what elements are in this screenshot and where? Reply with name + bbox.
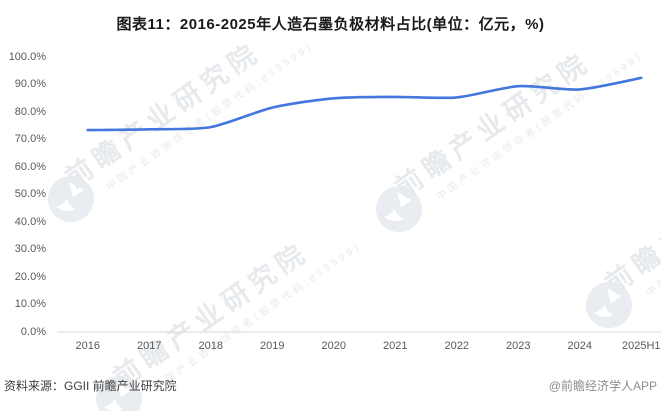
y-axis-tick-label: 90.0% <box>14 78 46 90</box>
y-axis-tick-label: 0.0% <box>20 325 46 338</box>
footer-source: 资料来源：GGII 前瞻产业研究院 <box>4 379 177 393</box>
x-axis-tick-label: 2021 <box>383 340 408 352</box>
x-axis-tick-label: 2019 <box>260 340 285 352</box>
x-axis-tick-label: 2025H1 <box>621 340 661 352</box>
chart-title: 图表11：2016-2025年人造石墨负极材料占比(单位：亿元，%) <box>116 16 545 33</box>
footer-credit: @前瞻经济学人APP <box>548 379 657 393</box>
x-axis-tick-label: 2020 <box>321 340 346 352</box>
y-axis-tick-label: 30.0% <box>14 243 46 255</box>
y-axis-tick-label: 40.0% <box>14 215 46 228</box>
x-axis-tick-label: 2018 <box>198 340 223 352</box>
qianzhan-logo-watermark-icon <box>48 176 94 222</box>
x-axis-tick-label: 2022 <box>444 340 469 352</box>
x-axis-tick-label: 2023 <box>506 340 531 352</box>
y-axis-tick-label: 20.0% <box>14 270 46 283</box>
x-axis-tick-label: 2016 <box>75 340 100 352</box>
y-axis-tick-label: 80.0% <box>14 105 46 118</box>
x-axis-tick-label: 2024 <box>567 340 592 352</box>
y-axis-tick-label: 100.0% <box>8 50 46 63</box>
y-axis-tick-label: 50.0% <box>14 188 46 200</box>
x-axis-tick-label: 2017 <box>137 340 162 352</box>
y-axis-tick-label: 70.0% <box>14 133 46 145</box>
qianzhan-logo-watermark-icon <box>586 282 632 328</box>
qianzhan-logo-watermark-icon <box>376 186 422 232</box>
series-line <box>86 76 643 132</box>
y-axis-tick-label: 60.0% <box>14 160 46 173</box>
qianzhan-logo-watermark-icon <box>96 376 142 411</box>
y-axis-tick-label: 10.0% <box>14 298 46 310</box>
y-axis: 0.0% 10.0% 20.0% 30.0% 40.0% 50.0% 60.0% 70.0% 8… <box>0 0 46 411</box>
